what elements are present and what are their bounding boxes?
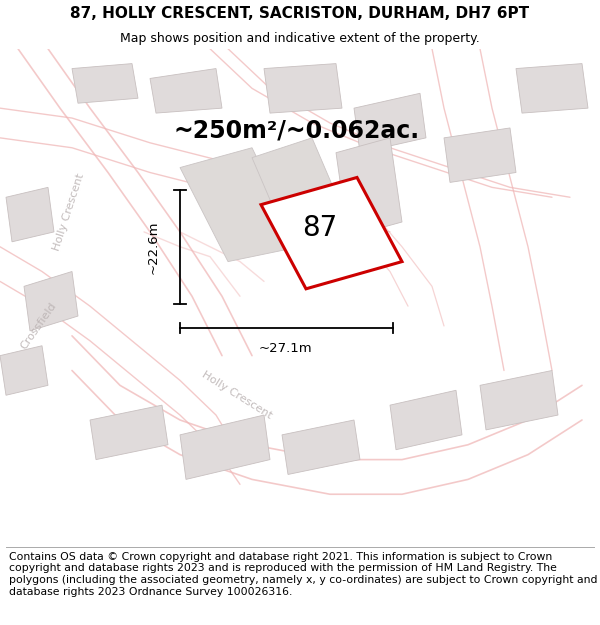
Polygon shape — [480, 371, 558, 430]
Polygon shape — [261, 177, 402, 289]
Text: ~250m²/~0.062ac.: ~250m²/~0.062ac. — [174, 118, 420, 142]
Polygon shape — [180, 415, 270, 479]
Text: 87: 87 — [302, 214, 337, 242]
Text: 87, HOLLY CRESCENT, SACRISTON, DURHAM, DH7 6PT: 87, HOLLY CRESCENT, SACRISTON, DURHAM, D… — [70, 6, 530, 21]
Polygon shape — [444, 128, 516, 182]
Text: ~22.6m: ~22.6m — [146, 220, 160, 274]
Polygon shape — [180, 148, 300, 262]
Polygon shape — [354, 93, 426, 152]
Polygon shape — [516, 64, 588, 113]
Text: Holly Crescent: Holly Crescent — [52, 172, 86, 252]
Polygon shape — [282, 420, 360, 474]
Polygon shape — [24, 271, 78, 331]
Text: Map shows position and indicative extent of the property.: Map shows position and indicative extent… — [120, 31, 480, 44]
Polygon shape — [72, 64, 138, 103]
Polygon shape — [252, 138, 348, 242]
Polygon shape — [336, 138, 402, 237]
Polygon shape — [90, 405, 168, 459]
Polygon shape — [264, 64, 342, 113]
Polygon shape — [150, 69, 222, 113]
Polygon shape — [390, 390, 462, 450]
Text: ~27.1m: ~27.1m — [258, 342, 312, 355]
Text: Crossfield: Crossfield — [19, 301, 59, 351]
Polygon shape — [6, 188, 54, 242]
Text: Contains OS data © Crown copyright and database right 2021. This information is : Contains OS data © Crown copyright and d… — [9, 552, 598, 597]
Polygon shape — [0, 346, 48, 395]
Text: Holly Crescent: Holly Crescent — [200, 369, 274, 421]
